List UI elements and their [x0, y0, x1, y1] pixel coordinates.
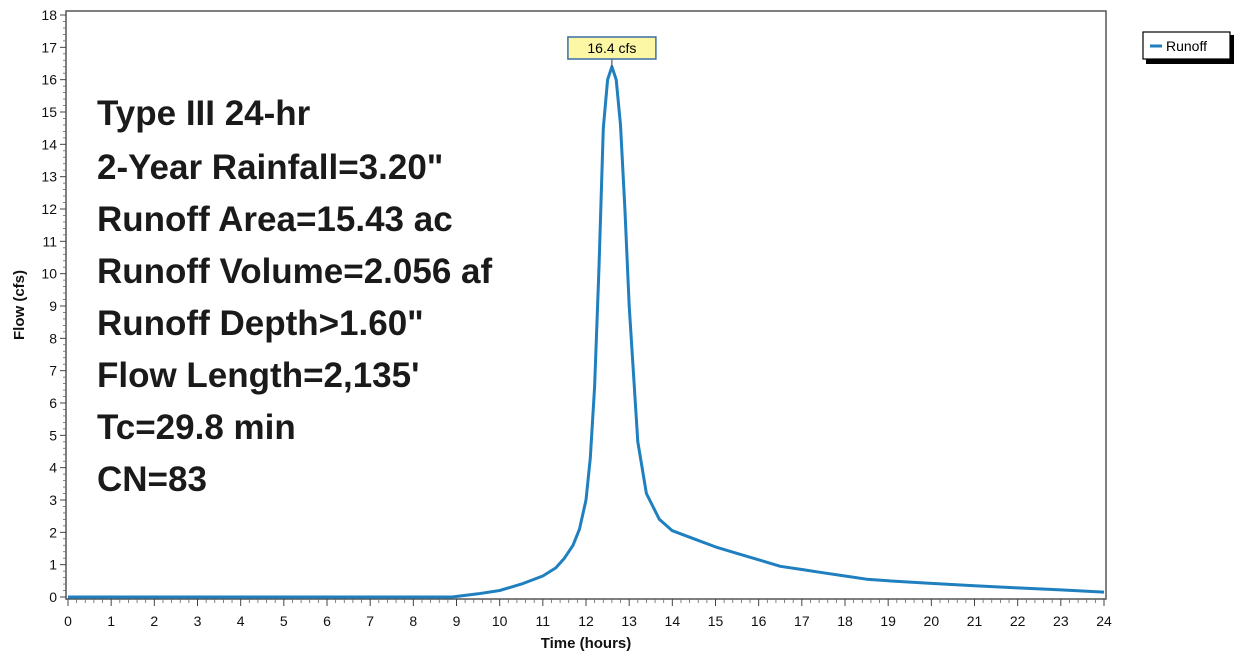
- x-tick-label: 9: [453, 613, 461, 629]
- info-annotation-line: Runoff Volume=2.056 af: [97, 252, 492, 291]
- x-tick-label: 5: [280, 613, 288, 629]
- y-tick-label: 5: [49, 427, 57, 443]
- x-tick-label: 13: [621, 613, 637, 629]
- x-tick-label: 17: [794, 613, 810, 629]
- legend-label-runoff: Runoff: [1166, 38, 1207, 54]
- info-annotation-line: Runoff Depth>1.60": [97, 304, 424, 343]
- x-tick-label: 6: [323, 613, 331, 629]
- x-tick-label: 16: [751, 613, 767, 629]
- x-tick-label: 10: [492, 613, 508, 629]
- x-tick-label: 20: [924, 613, 940, 629]
- y-tick-label: 0: [49, 589, 57, 605]
- y-tick-label: 13: [41, 169, 57, 185]
- x-tick-label: 3: [194, 613, 202, 629]
- peak-label-text: 16.4 cfs: [587, 40, 636, 56]
- y-tick-label: 4: [49, 460, 57, 476]
- x-tick-label: 11: [536, 613, 551, 629]
- y-tick-label: 9: [49, 298, 57, 314]
- y-tick-label: 16: [41, 72, 57, 88]
- peak-label-box: [567, 36, 657, 60]
- y-tick-label: 10: [41, 266, 57, 282]
- x-tick-label: 23: [1053, 613, 1069, 629]
- x-tick-label: 18: [837, 613, 853, 629]
- peak-callout: 16.4 cfs: [567, 36, 657, 67]
- info-annotation-line: Type III 24-hr: [97, 94, 311, 133]
- x-axis-title: Time (hours): [541, 635, 632, 652]
- y-axis-title: Flow (cfs): [11, 270, 28, 340]
- info-annotation-line: CN=83: [97, 460, 207, 499]
- x-tick-label: 22: [1010, 613, 1026, 629]
- info-annotation-line: 2-Year Rainfall=3.20": [97, 148, 443, 187]
- y-tick-label: 15: [41, 104, 57, 120]
- info-annotation-line: Tc=29.8 min: [97, 408, 296, 447]
- x-tick-label: 2: [150, 613, 158, 629]
- x-tick-label: 15: [708, 613, 724, 629]
- y-tick-label: 12: [41, 201, 57, 217]
- y-tick-label: 7: [49, 363, 57, 379]
- x-tick-label: 1: [107, 613, 115, 629]
- y-tick-label: 18: [41, 7, 57, 23]
- info-annotations: Type III 24-hr 2-Year Rainfall=3.20" Runof…: [97, 94, 492, 499]
- x-tick-label: 21: [967, 613, 983, 629]
- x-tick-label: 7: [366, 613, 374, 629]
- x-tick-label: 24: [1096, 613, 1112, 629]
- y-tick-label: 6: [49, 395, 57, 411]
- y-tick-label: 14: [41, 136, 57, 152]
- y-tick-label: 2: [49, 524, 57, 540]
- legend: Runoff: [1142, 31, 1234, 64]
- info-annotation-line: Flow Length=2,135': [97, 356, 419, 395]
- x-tick-label: 0: [64, 613, 72, 629]
- x-tick-label: 8: [409, 613, 417, 629]
- y-tick-label: 3: [49, 492, 57, 508]
- y-tick-label: 1: [49, 557, 57, 573]
- x-tick-label: 4: [237, 613, 245, 629]
- x-tick-label: 14: [665, 613, 681, 629]
- y-tick-label: 11: [42, 233, 57, 249]
- x-tick-label: 12: [578, 613, 594, 629]
- x-axis: 0 1 2 3 4 5 6 7 8 9 10 11 12 13 14 15 16 17 18 19 20 21 22 23 24: [64, 599, 1112, 629]
- y-tick-label: 8: [49, 330, 57, 346]
- y-tick-label: 17: [41, 39, 57, 55]
- x-tick-label: 19: [880, 613, 896, 629]
- runoff-series-line: [68, 65, 1105, 599]
- info-annotation-line: Runoff Area=15.43 ac: [97, 200, 453, 239]
